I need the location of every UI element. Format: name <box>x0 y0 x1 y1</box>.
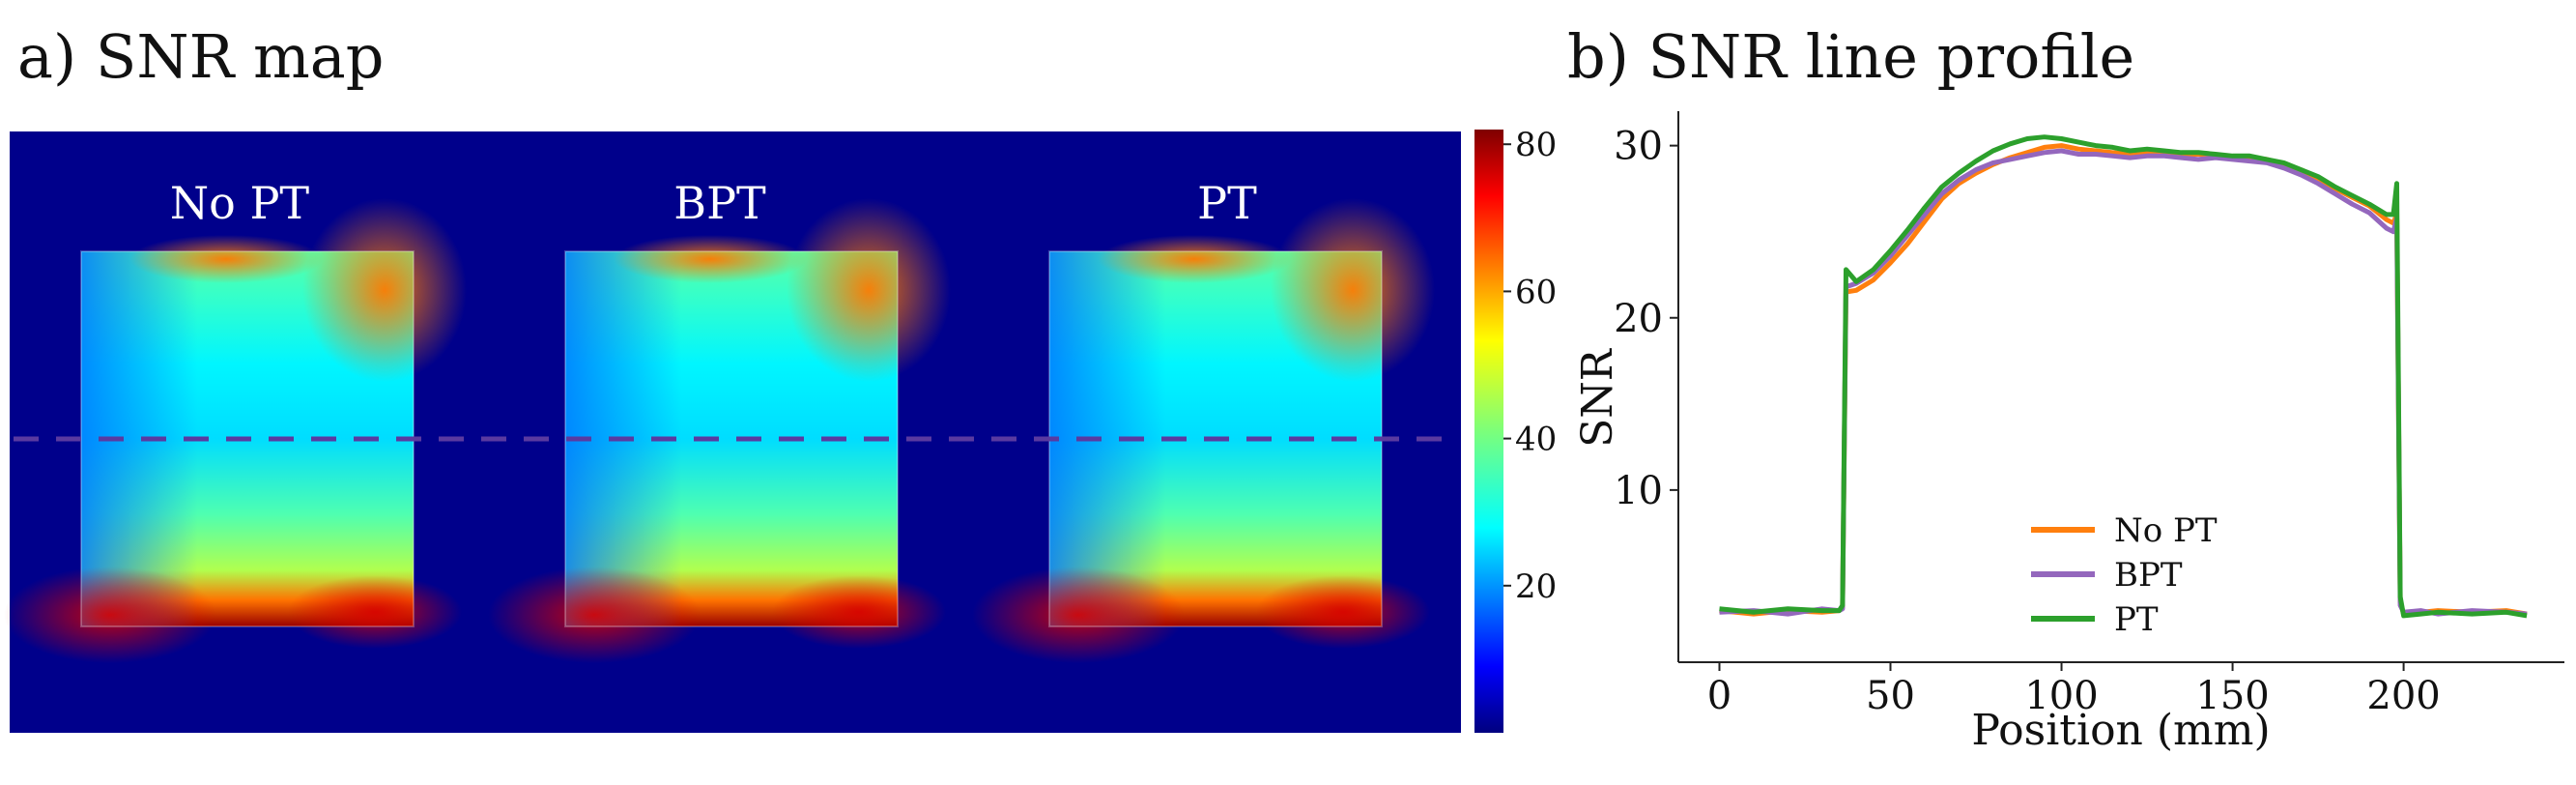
legend-item-pt: PT <box>2031 600 2159 639</box>
y-tick-label: 20 <box>1614 297 1663 341</box>
x-tick-label: 200 <box>2366 674 2440 718</box>
x-axis-label: Position (mm) <box>1971 706 2270 755</box>
colorbar-tick-label: 80 <box>1515 126 1557 164</box>
x-tick-label: 0 <box>1707 674 1732 718</box>
colorbar <box>1474 130 1503 733</box>
x-tick-label: 100 <box>2024 674 2098 718</box>
series-line-pt <box>1719 134 2528 619</box>
phantom-label-pt: PT <box>1197 177 1257 229</box>
phantom-pt <box>972 198 1435 663</box>
colorbar-tick-label: 40 <box>1515 421 1557 459</box>
legend-item-no-pt: No PT <box>2031 511 2218 550</box>
panel-a-title: a) SNR map <box>17 21 385 92</box>
phantom-label-no-pt: No PT <box>170 177 310 229</box>
colorbar-tick-label: 60 <box>1515 273 1557 311</box>
y-tick-label: 30 <box>1614 125 1663 169</box>
snr-map-figure: No PT BPT PT 20 40 60 80 <box>4 126 1557 733</box>
legend-label: No PT <box>2114 511 2218 550</box>
y-tick-label: 10 <box>1614 469 1663 513</box>
x-tick-label: 150 <box>2195 674 2269 718</box>
y-axis-label: SNR <box>1573 347 1622 448</box>
snr-line-profile-chart: 0 50 100 150 200 10 20 30 Position (mm) SNR No … <box>1573 111 2564 755</box>
legend-label: BPT <box>2114 556 2183 595</box>
panel-b-title: b) SNR line profile <box>1567 21 2135 92</box>
legend-label: PT <box>2114 600 2159 639</box>
series-line-bpt <box>1719 148 2528 617</box>
phantom-label-bpt: BPT <box>673 177 766 229</box>
x-tick-label: 50 <box>1866 674 1915 718</box>
legend-item-bpt: BPT <box>2031 556 2183 595</box>
colorbar-tick-label: 20 <box>1515 567 1557 606</box>
